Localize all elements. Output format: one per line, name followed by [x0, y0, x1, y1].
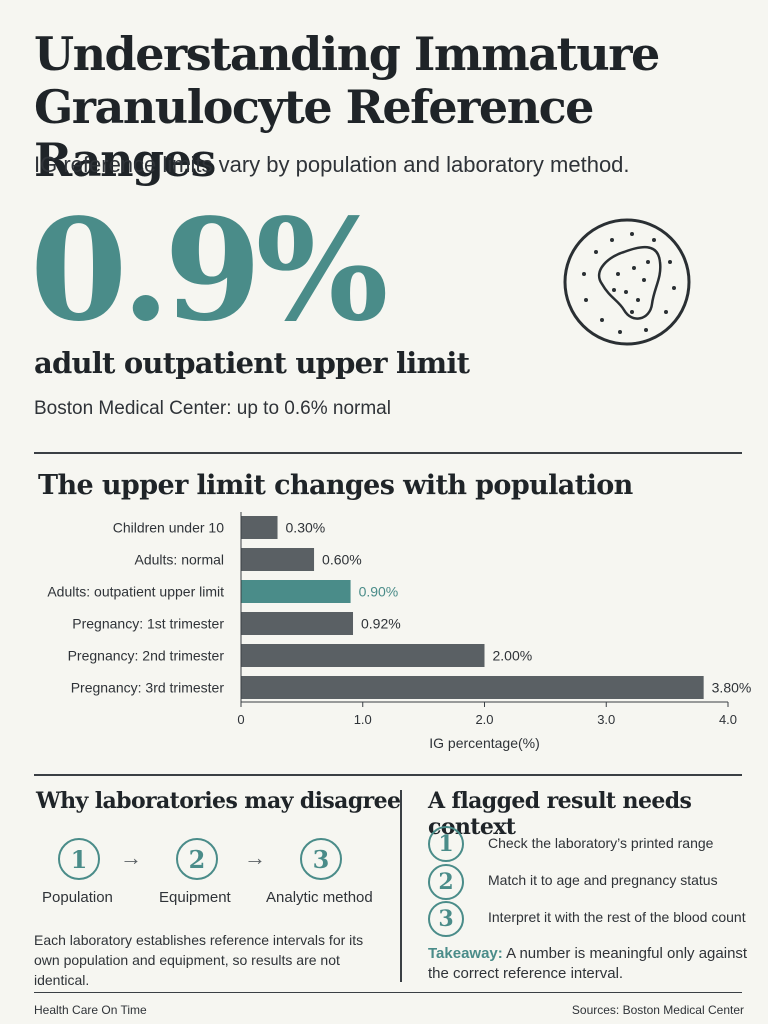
category-label: Children under 10	[113, 520, 225, 536]
x-tick-label: 1.0	[354, 712, 372, 727]
context-2-badge: 2	[428, 864, 464, 900]
bar	[241, 548, 315, 571]
context-1-text: Check the laboratory’s printed range	[488, 835, 714, 851]
divider-top	[34, 452, 742, 454]
category-label: Pregnancy: 1st trimester	[72, 616, 224, 632]
divider-bottom	[34, 992, 742, 993]
arrow-right-icon: →	[244, 845, 266, 870]
value-label: 0.30%	[286, 520, 326, 536]
takeaway: Takeaway: A number is meaningful only ag…	[428, 944, 748, 984]
context-3-text: Interpret it with the rest of the blood …	[488, 909, 746, 925]
page-subtitle: IG reference limits vary by population a…	[34, 152, 630, 177]
bar	[241, 580, 351, 603]
footer-sources: Sources: Boston Medical Center	[571, 1003, 744, 1017]
step-2-badge: 2	[176, 838, 218, 880]
divider-middle	[34, 774, 742, 776]
context-2-text: Match it to age and pregnancy status	[488, 872, 718, 888]
value-label: 0.60%	[322, 552, 362, 568]
bar	[241, 644, 485, 667]
category-label: Adults: outpatient upper limit	[47, 584, 224, 600]
labs-note: Each laboratory establishes reference in…	[34, 932, 364, 988]
category-label: Pregnancy: 3rd trimester	[71, 680, 225, 696]
value-label: 0.90%	[359, 584, 399, 600]
step-2-label: Equipment	[159, 889, 231, 906]
labs-title: Why laboratories may disagree	[36, 788, 401, 814]
takeaway-text: A number is meaningful only against the …	[428, 945, 748, 982]
x-tick-label: 3.0	[597, 712, 615, 727]
category-label: Pregnancy: 2nd trimester	[68, 648, 225, 664]
context-title: A flagged result needs context	[428, 788, 692, 840]
column-divider	[400, 790, 402, 982]
step-1-label: Population	[42, 889, 113, 906]
step-1-badge: 1	[58, 838, 100, 880]
step-3-label: Analytic method	[266, 889, 373, 906]
page-title: Understanding Immature Granulocyte Refer…	[34, 27, 660, 187]
bar	[241, 612, 354, 635]
hero-value: 0.9%	[30, 189, 389, 353]
bar-chart: Children under 10 0.30% Adults: normal 0.60…	[47, 512, 752, 751]
step-3-badge: 3	[300, 838, 342, 880]
category-label: Adults: normal	[135, 552, 224, 568]
context-3-badge: 3	[428, 901, 464, 937]
x-tick-label: 4.0	[719, 712, 737, 727]
chart-title: The upper limit changes with population	[38, 470, 633, 501]
value-label: 3.80%	[712, 680, 752, 696]
bar	[241, 516, 278, 539]
footer-brand: Health Care On Time	[34, 1003, 147, 1017]
arrow-right-icon: →	[120, 845, 142, 870]
x-axis-label: IG percentage(%)	[429, 735, 540, 751]
context-1-badge: 1	[428, 826, 464, 862]
granulocyte-cell-icon	[562, 212, 692, 352]
value-label: 2.00%	[493, 648, 533, 664]
x-tick-label: 0	[237, 712, 244, 727]
x-tick-label: 2.0	[475, 712, 493, 727]
value-label: 0.92%	[361, 616, 401, 632]
hero-note: Boston Medical Center: up to 0.6% normal	[34, 398, 391, 419]
hero-caption: adult outpatient upper limit	[34, 346, 470, 380]
bar	[241, 676, 704, 699]
takeaway-label: Takeaway:	[428, 945, 503, 962]
